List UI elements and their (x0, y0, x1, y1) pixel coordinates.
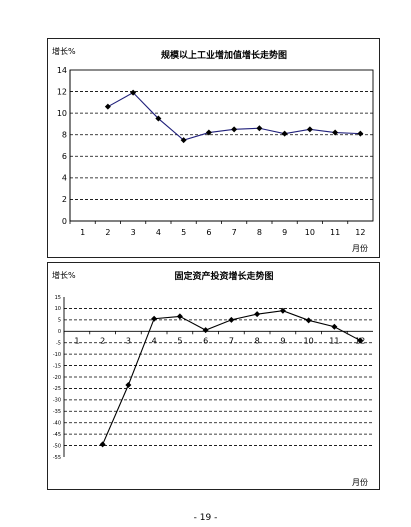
x-tick-label: 4 (156, 228, 161, 237)
x-tick-label: 12 (355, 228, 365, 237)
data-point (281, 130, 288, 137)
x-tick-label: 6 (203, 336, 208, 345)
y-tick-label: 10 (55, 306, 61, 312)
chart-title: 规模以上工业增加值增长走势图 (161, 49, 287, 61)
y-tick-label: -30 (53, 398, 61, 404)
y-tick-label: -10 (53, 352, 61, 358)
x-tick-label: 1 (80, 228, 85, 237)
series-line (102, 310, 361, 445)
x-axis-label: 月份 (352, 477, 368, 487)
x-tick-label: 4 (152, 336, 157, 345)
y-tick-label: -25 (53, 386, 61, 392)
data-point (231, 126, 238, 133)
fixed-investment-chart-panel: 固定资产投资增长走势图 增长% 月份 15 10 5 0 -5 -10 -15 -20 -25 -30-… (47, 262, 380, 490)
x-tick-label: 8 (257, 228, 262, 237)
y-tick-label: 8 (62, 131, 67, 140)
x-tick-label: 10 (305, 228, 315, 237)
y-tick-label: -20 (53, 375, 61, 381)
x-tick-label: 3 (126, 336, 131, 345)
data-point (176, 313, 183, 320)
data-point (357, 337, 364, 344)
data-point (180, 137, 187, 144)
data-point (331, 323, 338, 330)
industrial-growth-chart-panel: 规模以上工业增加值增长走势图 增长% 月份 0 2 4 6 8 10 12 14 1 2 3 4 5 6 7 8 9 1… (47, 38, 380, 258)
series-line (107, 91, 361, 141)
y-axis-label: 增长% (52, 46, 76, 56)
x-tick-label: 5 (177, 336, 182, 345)
plot-frame (69, 69, 374, 222)
y-tick-label: 2 (62, 195, 67, 204)
x-tick-label: 2 (100, 336, 105, 345)
x-tick-label: 5 (181, 228, 186, 237)
data-point (228, 316, 235, 323)
page-number: - 19 - (193, 513, 218, 523)
data-point (256, 125, 263, 132)
x-tick-label: 6 (206, 228, 211, 237)
y-tick-label: 14 (57, 66, 67, 75)
data-point (151, 315, 158, 322)
data-point (254, 311, 261, 318)
y-tick-label: 5 (58, 318, 61, 324)
data-point (205, 129, 212, 136)
x-tick-label: 9 (282, 228, 287, 237)
data-point (357, 130, 364, 137)
x-tick-label: 9 (280, 336, 285, 345)
x-tick-label: 11 (329, 336, 339, 345)
y-axis-label: 增长% (52, 270, 76, 280)
data-point (202, 327, 209, 334)
x-tick-label: 11 (330, 228, 340, 237)
y-tick-label: -50 (53, 443, 61, 449)
data-point (104, 103, 111, 110)
y-tick-label: -35 (53, 409, 61, 415)
y-tick-label: 12 (57, 87, 67, 96)
y-tick-label: -5 (56, 340, 61, 346)
x-tick-label: 10 (304, 336, 314, 345)
x-tick-label: 8 (255, 336, 260, 345)
y-tick-label: 15 (55, 295, 61, 301)
data-point (306, 126, 313, 133)
y-tick-label: -45 (53, 432, 61, 438)
y-tick-label: 0 (58, 329, 61, 335)
x-tick-label: 3 (131, 228, 136, 237)
y-tick-label: 10 (57, 109, 67, 118)
y-tick-label: 6 (62, 152, 67, 161)
x-tick-label: 7 (232, 228, 237, 237)
fixed-investment-chart: 固定资产投资增长走势图增长%月份151050-5-10-15-20-25-30-… (52, 270, 373, 487)
x-tick-label: 1 (74, 336, 79, 345)
data-point (125, 382, 132, 388)
data-point (99, 441, 106, 448)
data-point (155, 115, 162, 122)
data-point (305, 317, 312, 324)
y-tick-label: 4 (62, 174, 67, 183)
chart-title: 固定资产投资增长走势图 (174, 270, 273, 282)
data-point (130, 89, 137, 96)
x-axis-label: 月份 (352, 243, 368, 253)
y-tick-label: 0 (62, 217, 67, 226)
y-tick-label: -40 (53, 420, 61, 426)
x-tick-label: 7 (229, 336, 234, 345)
data-point (332, 129, 339, 136)
y-tick-label: -15 (53, 363, 61, 369)
y-tick-label: -55 (53, 455, 61, 461)
data-point (279, 307, 286, 314)
x-tick-label: 2 (105, 228, 110, 237)
